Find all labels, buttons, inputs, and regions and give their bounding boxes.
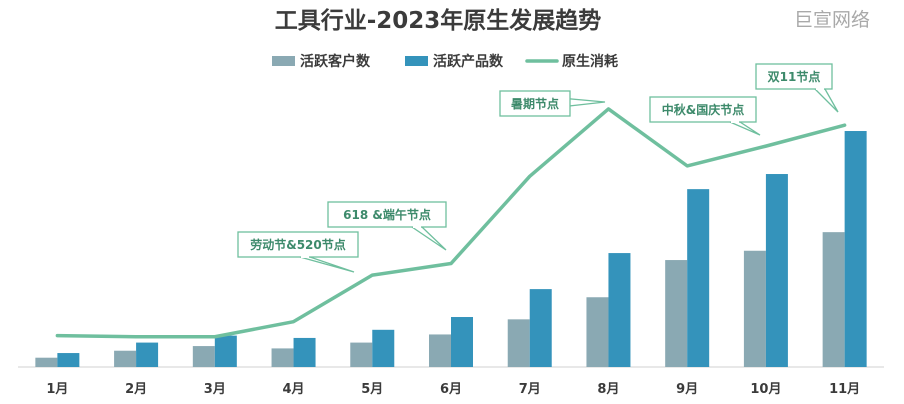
bar-customers-5 xyxy=(350,342,373,367)
callout-pointer xyxy=(409,226,447,251)
callout-label: 双11节点 xyxy=(768,69,821,84)
x-tick-label: 4月 xyxy=(283,382,305,397)
bar-customers-6 xyxy=(429,334,451,367)
legend-swatch-1 xyxy=(272,56,295,66)
callout-label: 618 &端午节点 xyxy=(343,207,431,222)
x-tick-label: 3月 xyxy=(204,382,226,397)
bar-customers-1 xyxy=(35,357,58,367)
bar-customers-3 xyxy=(192,346,215,367)
callout-label: 中秋&国庆节点 xyxy=(662,102,744,117)
bar-customers-11 xyxy=(822,232,845,367)
bar-products-2 xyxy=(136,342,159,367)
line-series-consumption xyxy=(55,107,847,339)
x-tick-label: 6月 xyxy=(440,382,462,397)
callout-2: 618 &端午节点 xyxy=(327,201,447,251)
callout-1: 劳动节&520节点 xyxy=(237,231,359,273)
bar-products-7 xyxy=(529,289,552,367)
bar-customers-10 xyxy=(743,250,766,367)
bar-products-4 xyxy=(293,337,316,367)
bar-customers-4 xyxy=(271,348,294,367)
callout-box xyxy=(755,63,833,90)
legend-swatch-2 xyxy=(405,56,428,66)
x-tick-label: 11月 xyxy=(829,382,860,397)
bar-customers-9 xyxy=(665,260,688,367)
x-tick-label: 5月 xyxy=(361,382,383,397)
callout-pointer xyxy=(299,256,355,273)
callout-4: 中秋&国庆节点 xyxy=(649,96,761,136)
line-layer xyxy=(55,107,847,339)
callout-box xyxy=(499,90,571,117)
callout-label: 暑期节点 xyxy=(511,96,559,111)
callout-box xyxy=(649,96,757,123)
bar-products-5 xyxy=(372,329,395,367)
bar-products-8 xyxy=(608,253,631,367)
bar-products-1 xyxy=(57,353,80,367)
annotations: 劳动节&520节点 618 &端午节点 暑期节点 中秋&国庆节点 双11节点 xyxy=(237,63,839,273)
x-tick-label: 10月 xyxy=(750,382,781,397)
callout-pointer xyxy=(813,88,839,113)
callout-box xyxy=(237,231,359,258)
callout-box xyxy=(327,201,447,228)
callout-pointer xyxy=(729,121,761,136)
callout-seam xyxy=(558,97,562,108)
watermark-text: 巨宣网络 xyxy=(794,9,870,31)
legend: 活跃客户数 活跃产品数 原生消耗 xyxy=(272,53,618,70)
x-tick-labels: 1月 2月 3月 4月 5月 6月 7月 8月 9月 10月 11月 xyxy=(46,382,860,397)
callout-5: 双11节点 xyxy=(755,63,839,113)
legend-label-1: 活跃客户数 xyxy=(300,53,371,70)
callout-3: 暑期节点 xyxy=(499,90,606,117)
bar-products-11 xyxy=(844,131,867,367)
bar-products-9 xyxy=(687,189,710,367)
chart-title: 工具行业-2023年原生发展趋势 xyxy=(275,7,602,34)
bar-customers-7 xyxy=(507,319,530,367)
x-tick-label: 8月 xyxy=(597,382,619,397)
bar-customers-8 xyxy=(586,297,609,367)
bar-products-6 xyxy=(451,317,473,367)
bar-products-3 xyxy=(214,335,237,367)
x-tick-label: 9月 xyxy=(676,382,698,397)
x-tick-label: 2月 xyxy=(125,382,147,397)
bar-products-10 xyxy=(765,174,788,367)
x-tick-label: 1月 xyxy=(46,382,68,397)
x-tick-label: 7月 xyxy=(519,382,541,397)
callout-label: 劳动节&520节点 xyxy=(250,237,346,252)
bar-customers-2 xyxy=(114,350,137,367)
legend-label-2: 活跃产品数 xyxy=(433,53,504,70)
bars xyxy=(35,131,867,367)
legend-label-3: 原生消耗 xyxy=(562,53,618,70)
